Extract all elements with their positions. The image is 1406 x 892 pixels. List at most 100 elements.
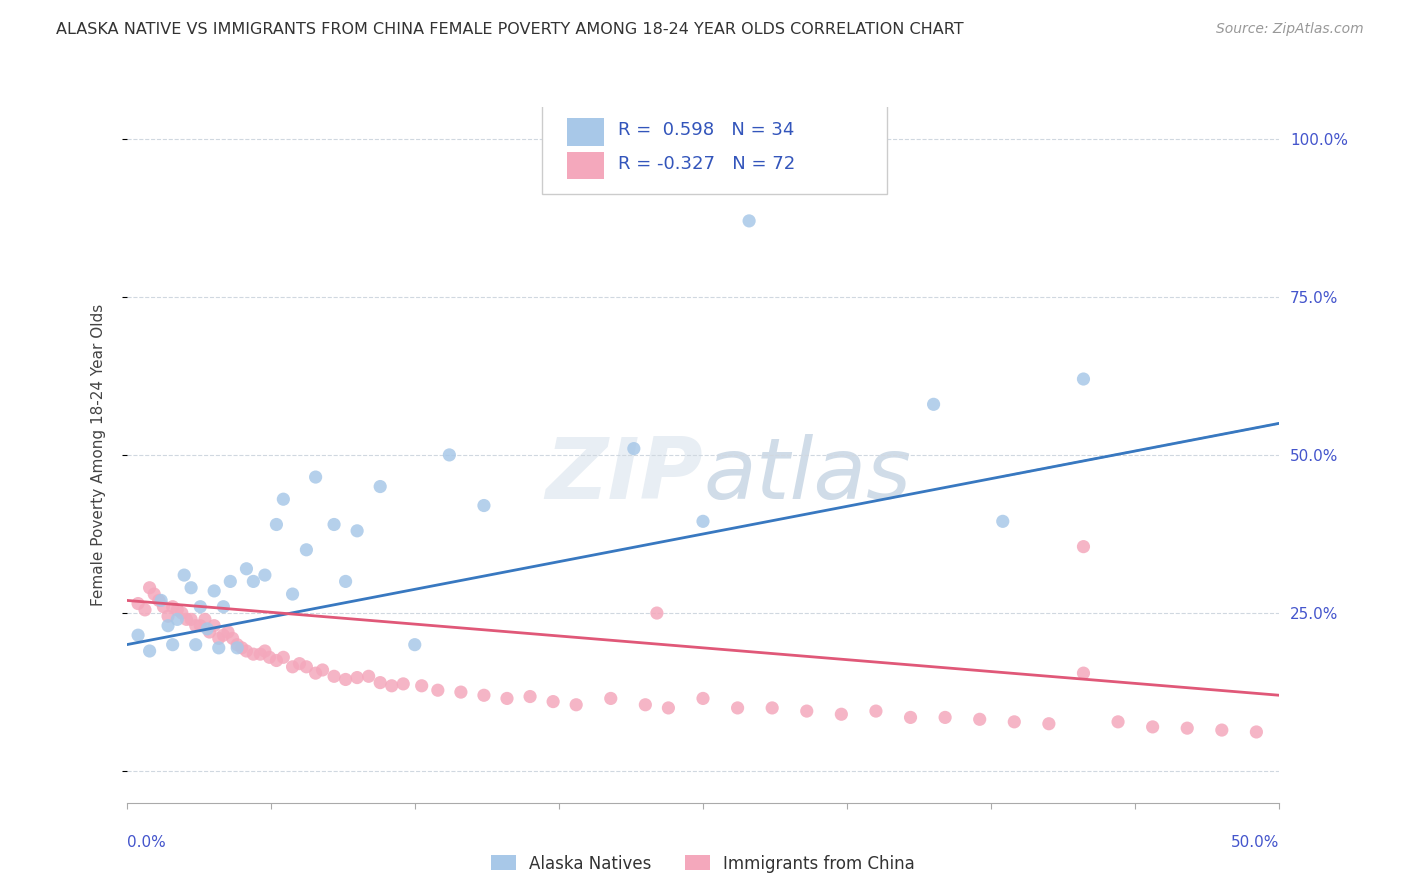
Point — [634, 698, 657, 712]
Point — [346, 524, 368, 538]
Point — [138, 581, 160, 595]
Point — [157, 609, 180, 624]
Point — [323, 517, 346, 532]
Point — [623, 442, 645, 456]
Point — [1073, 540, 1095, 554]
Bar — [567, 118, 603, 145]
Point — [127, 597, 149, 611]
Point — [259, 650, 281, 665]
Point — [170, 606, 193, 620]
Point — [991, 514, 1014, 528]
Point — [221, 632, 243, 646]
FancyBboxPatch shape — [541, 103, 887, 194]
Point — [692, 514, 714, 528]
Text: ZIP: ZIP — [546, 434, 703, 517]
Point — [381, 679, 404, 693]
Point — [357, 669, 380, 683]
Point — [450, 685, 472, 699]
Point — [335, 574, 357, 589]
Point — [226, 640, 249, 655]
Point — [900, 710, 922, 724]
Point — [266, 653, 288, 667]
Point — [180, 581, 202, 595]
Text: Source: ZipAtlas.com: Source: ZipAtlas.com — [1216, 22, 1364, 37]
Point — [231, 640, 253, 655]
Point — [195, 622, 218, 636]
Point — [335, 673, 357, 687]
Point — [162, 638, 184, 652]
Point — [311, 663, 333, 677]
Point — [194, 612, 217, 626]
Point — [143, 587, 166, 601]
Point — [645, 606, 668, 620]
Point — [496, 691, 519, 706]
Point — [281, 587, 304, 601]
Point — [346, 671, 368, 685]
Point — [1211, 723, 1233, 737]
Point — [288, 657, 311, 671]
Point — [1073, 372, 1095, 386]
Point — [1002, 714, 1025, 729]
Point — [212, 599, 235, 614]
Point — [657, 701, 679, 715]
Point — [934, 710, 956, 724]
Point — [184, 638, 207, 652]
Point — [219, 574, 242, 589]
Text: 0.0%: 0.0% — [127, 836, 166, 850]
Point — [565, 698, 588, 712]
Point — [439, 448, 461, 462]
Point — [134, 603, 156, 617]
Text: R =  0.598   N = 34: R = 0.598 N = 34 — [617, 121, 794, 139]
Text: ALASKA NATIVE VS IMMIGRANTS FROM CHINA FEMALE POVERTY AMONG 18-24 YEAR OLDS CORR: ALASKA NATIVE VS IMMIGRANTS FROM CHINA F… — [56, 22, 965, 37]
Point — [253, 644, 276, 658]
Point — [208, 640, 231, 655]
Text: atlas: atlas — [703, 434, 911, 517]
Point — [242, 574, 264, 589]
Point — [166, 603, 188, 617]
Point — [188, 618, 211, 632]
Point — [1142, 720, 1164, 734]
Point — [212, 628, 235, 642]
Point — [738, 214, 761, 228]
Point — [162, 599, 184, 614]
Point — [404, 638, 426, 652]
Point — [176, 612, 198, 626]
Point — [392, 677, 415, 691]
Point — [368, 675, 391, 690]
Point — [304, 470, 326, 484]
Point — [1038, 716, 1060, 731]
Point — [242, 647, 264, 661]
Point — [253, 568, 276, 582]
Point — [426, 683, 449, 698]
Point — [273, 492, 295, 507]
Point — [235, 644, 257, 658]
Point — [180, 612, 202, 626]
Point — [281, 660, 304, 674]
Point — [188, 599, 211, 614]
Point — [692, 691, 714, 706]
Point — [1175, 721, 1198, 735]
Point — [266, 517, 288, 532]
Point — [830, 707, 852, 722]
Point — [202, 583, 225, 598]
Point — [138, 644, 160, 658]
Point — [184, 618, 207, 632]
Point — [1246, 725, 1268, 739]
Point — [273, 650, 295, 665]
Y-axis label: Female Poverty Among 18-24 Year Olds: Female Poverty Among 18-24 Year Olds — [91, 304, 105, 606]
Point — [1107, 714, 1129, 729]
Point — [969, 712, 991, 726]
Point — [202, 618, 225, 632]
Point — [208, 632, 231, 646]
Legend: Alaska Natives, Immigrants from China: Alaska Natives, Immigrants from China — [484, 848, 922, 880]
Point — [150, 593, 173, 607]
Point — [295, 660, 318, 674]
Point — [472, 688, 495, 702]
Text: R = -0.327   N = 72: R = -0.327 N = 72 — [617, 155, 794, 173]
Point — [865, 704, 887, 718]
Point — [152, 599, 174, 614]
Point — [217, 625, 239, 640]
Point — [472, 499, 495, 513]
Point — [235, 562, 257, 576]
Point — [166, 612, 188, 626]
